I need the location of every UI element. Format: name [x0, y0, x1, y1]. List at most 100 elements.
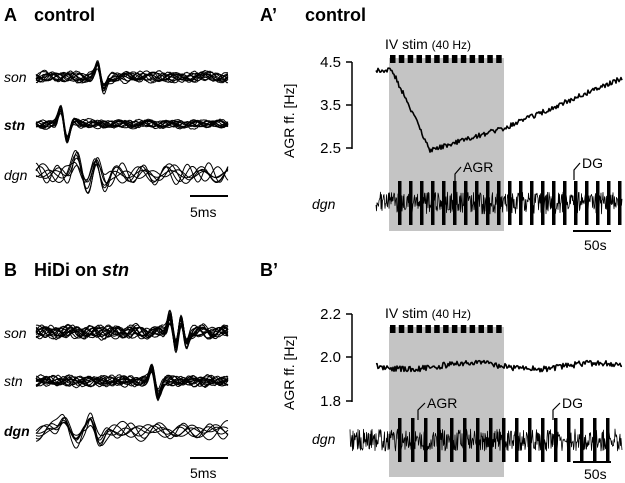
sweep-trace — [35, 104, 229, 137]
panel-a-prime-letter: A’ — [260, 5, 277, 25]
panel-b-prime-ytick-label: 1.8 — [320, 393, 341, 410]
burst-mark — [489, 418, 493, 462]
burst-mark — [420, 181, 424, 225]
stim-pulse — [425, 55, 431, 63]
stim-pulse — [407, 325, 414, 333]
sweep-trace — [35, 62, 229, 89]
sweep-trace — [36, 368, 229, 401]
panel-b-stn-traces — [35, 363, 229, 402]
panel-a-stn-traces — [35, 104, 229, 144]
burst-mark — [618, 181, 622, 225]
panel-b-prime-dg-pointer — [552, 402, 561, 420]
burst-mark — [475, 181, 479, 225]
sweep-trace — [35, 314, 229, 348]
sweep-trace — [36, 310, 229, 350]
burst-mark — [574, 181, 578, 225]
panel-a-dgn-label: dgn — [4, 167, 28, 183]
burst-mark — [463, 418, 467, 462]
panel-a-son-traces — [35, 60, 229, 95]
panel-b-prime-dgn-trace — [349, 418, 623, 462]
panel-b-stn-label: stn — [4, 373, 23, 389]
stim-pulse — [460, 55, 467, 63]
panel-b-son-traces — [35, 309, 229, 354]
panel-b-title: HiDi on stn — [34, 260, 129, 280]
panel-b-dgn-traces — [35, 412, 229, 449]
panel-b-prime-stim-pulses — [390, 325, 502, 333]
panel-b-title-prefix: HiDi on — [34, 260, 102, 280]
burst-mark — [585, 181, 589, 225]
sweep-trace — [35, 314, 229, 354]
burst-mark — [486, 181, 490, 225]
sweep-trace — [35, 363, 229, 399]
panel-b-prime: B’ IV stim (40 Hz) 2.2 2.0 1.8 AGR ff. [… — [260, 260, 623, 482]
panel-b-prime-agr-annotation: AGR — [427, 395, 457, 411]
panel-b-prime-stim-freq: (40 Hz) — [432, 307, 471, 321]
panel-a-prime-frequency-trace — [375, 67, 623, 153]
sweep-trace — [35, 68, 229, 90]
sweep-trace — [35, 417, 229, 444]
stim-pulse — [398, 325, 405, 333]
stim-pulse — [425, 325, 431, 333]
panel-a-prime-title: control — [305, 5, 366, 25]
panel-b-son-label: son — [4, 325, 27, 341]
stim-pulse — [451, 325, 458, 333]
burst-mark — [541, 418, 545, 462]
panel-a-prime-stim-pulses — [390, 55, 502, 63]
burst-mark — [502, 418, 506, 462]
sweep-trace — [35, 371, 229, 399]
burst-mark — [424, 418, 428, 462]
burst-mark — [515, 418, 519, 462]
sweep-trace — [35, 158, 229, 193]
panel-a-prime-ylabel: AGR ff. [Hz] — [281, 84, 297, 158]
burst-mark — [450, 418, 454, 462]
panel-a-scalebar-label: 5ms — [190, 204, 216, 220]
burst-mark — [431, 181, 435, 225]
panel-b-prime-ytick-label: 2.0 — [320, 349, 341, 366]
panel-a-prime-ytick-label: 4.5 — [320, 54, 341, 71]
sweep-trace — [35, 416, 229, 444]
panel-b-title-nerve: stn — [102, 260, 129, 280]
sweep-trace — [35, 150, 229, 194]
panel-b-prime-frequency-trace — [375, 359, 623, 373]
panel-a: A control son stn dgn 5ms — [4, 5, 229, 220]
panel-a-stn-label: stn — [4, 117, 25, 133]
stim-pulse — [451, 55, 458, 63]
stim-pulse — [407, 55, 414, 63]
panel-b-prime-stim-shading — [389, 327, 504, 477]
stim-pulse — [398, 55, 405, 63]
panel-b-scalebar-label: 5ms — [190, 465, 216, 481]
stim-pulse — [416, 55, 422, 63]
burst-mark — [596, 181, 600, 225]
burst-mark — [453, 181, 457, 225]
burst-mark — [567, 418, 571, 462]
sweep-trace — [35, 157, 229, 186]
stim-pulse — [478, 55, 484, 63]
stim-pulse — [487, 55, 493, 63]
burst-mark — [464, 181, 468, 225]
panel-a-prime-dg-annotation: DG — [582, 155, 603, 171]
stim-pulse — [496, 55, 502, 63]
burst-mark — [519, 181, 523, 225]
panel-b-prime-dgn-label: dgn — [312, 431, 336, 447]
stim-pulse — [460, 325, 467, 333]
panel-a-title: control — [34, 5, 95, 25]
panel-b: B HiDi on stn son stn dgn 5ms — [4, 260, 229, 481]
burst-mark — [541, 181, 545, 225]
panel-a-prime-agr-pointer — [454, 166, 462, 184]
burst-mark — [563, 181, 567, 225]
panel-b-prime-agr-pointer — [417, 402, 426, 420]
stim-pulse — [443, 55, 449, 63]
stim-pulse — [416, 325, 422, 333]
stim-pulse — [496, 325, 502, 333]
sweep-trace — [36, 111, 229, 142]
burst-mark — [409, 181, 413, 225]
panel-b-prime-dg-annotation: DG — [562, 395, 583, 411]
burst-mark — [607, 181, 611, 225]
panel-b-prime-letter: B’ — [260, 260, 278, 280]
stim-pulse — [434, 325, 440, 333]
panel-a-prime-scalebar-label: 50s — [584, 237, 607, 253]
sweep-trace — [35, 315, 229, 348]
stim-pulse — [469, 325, 476, 333]
burst-mark — [398, 418, 402, 462]
panel-a-prime-dg-pointer — [573, 162, 581, 180]
